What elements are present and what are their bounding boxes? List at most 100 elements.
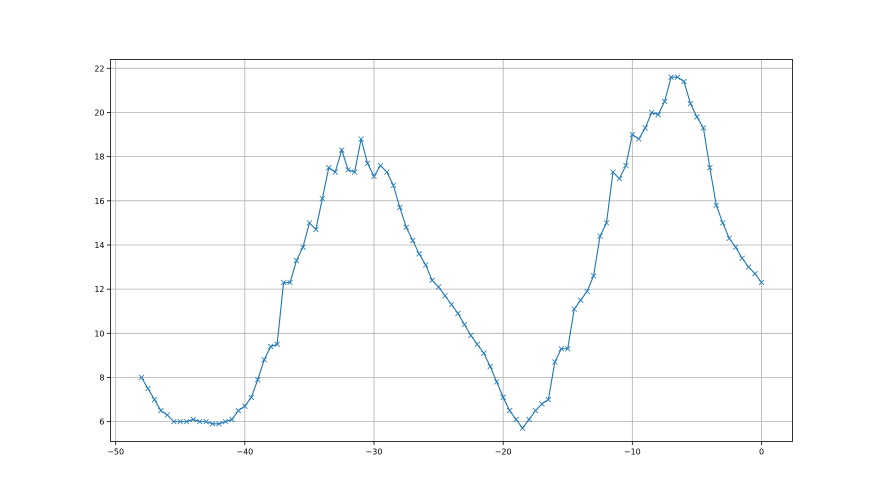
data-point-marker (577, 297, 584, 303)
data-point-marker (371, 173, 377, 180)
grid (110, 59, 793, 442)
data-point-marker (500, 394, 506, 401)
data-point-marker (681, 78, 687, 85)
data-point-marker (636, 136, 642, 142)
data-point-marker (183, 418, 190, 425)
data-point-marker (758, 279, 765, 286)
y-tick-label: 18 (94, 153, 104, 162)
data-point-marker (235, 407, 242, 414)
data-point-marker (571, 306, 577, 312)
data-point-marker (687, 100, 694, 107)
series-line (141, 76, 762, 430)
data-point-marker (719, 220, 726, 226)
data-point-marker (448, 301, 455, 308)
data-point-marker (171, 418, 177, 425)
data-point-marker (506, 407, 513, 414)
data-point-marker (474, 341, 481, 348)
data-point-marker (648, 109, 655, 116)
data-point-marker (332, 169, 339, 175)
data-point-marker (707, 164, 713, 171)
data-point-marker (623, 162, 629, 169)
y-tick-label: 16 (94, 197, 104, 206)
series (138, 74, 765, 432)
data-point-marker (151, 396, 158, 403)
data-point-marker (597, 233, 603, 239)
data-point-marker (564, 345, 571, 352)
x-tick-label: −30 (366, 448, 383, 457)
data-point-marker (203, 418, 209, 425)
data-point-marker (242, 403, 248, 409)
data-point-marker (190, 416, 196, 423)
data-point-marker (455, 310, 461, 317)
data-point-marker (351, 169, 358, 175)
data-point-marker (326, 164, 332, 171)
x-tick-label: −10 (624, 448, 641, 457)
data-point-marker (306, 220, 313, 226)
data-point-marker (345, 167, 351, 173)
data-point-marker (338, 147, 345, 153)
data-point-marker (377, 162, 384, 169)
plot-frame (110, 59, 793, 442)
data-point-marker (616, 175, 623, 182)
data-point-marker (261, 357, 267, 363)
data-point-marker (752, 270, 758, 277)
data-point-marker (603, 220, 610, 226)
data-point-marker (481, 350, 487, 356)
data-point-marker (229, 416, 235, 423)
data-point-marker (629, 131, 636, 138)
data-point-marker (280, 279, 287, 286)
data-point-marker (694, 114, 700, 120)
x-tick-label: −20 (495, 448, 512, 457)
data-point-marker (313, 226, 319, 233)
data-point-marker (739, 255, 745, 262)
data-point-marker (429, 277, 435, 284)
data-point-marker (293, 257, 300, 264)
data-point-marker (532, 407, 539, 414)
x-tick-label: −50 (107, 448, 124, 457)
data-point-marker (726, 235, 732, 242)
data-point-marker (416, 251, 422, 257)
x-tick-label: −40 (236, 448, 253, 457)
data-point-marker (422, 262, 429, 268)
data-point-marker (300, 244, 306, 250)
data-point-marker (590, 273, 597, 279)
data-point-marker (745, 264, 752, 270)
data-point-marker (248, 394, 255, 401)
data-point-marker (177, 418, 184, 425)
y-tick-label: 6 (99, 418, 104, 427)
data-point-marker (274, 341, 280, 348)
data-point-marker (409, 237, 416, 244)
data-point-marker (519, 425, 526, 432)
data-point-marker (461, 321, 468, 328)
data-point-marker (513, 416, 519, 423)
data-point-marker (390, 182, 397, 189)
data-point-marker (435, 284, 442, 290)
data-point-marker (364, 160, 371, 167)
data-point-marker (661, 98, 668, 105)
y-tick-label: 12 (94, 285, 104, 294)
data-point-marker (493, 379, 500, 385)
data-point-marker (222, 418, 229, 425)
data-point-marker (164, 412, 171, 418)
y-tick-label: 22 (94, 64, 104, 73)
data-point-marker (287, 279, 293, 286)
data-point-marker (700, 125, 707, 131)
ticks: −50 −40 −30 −20 −10 0 6 8 10 12 14 16 18 20 22 (94, 64, 764, 456)
data-point-marker (610, 169, 616, 175)
data-point-marker (254, 376, 261, 383)
data-point-marker (674, 74, 681, 80)
data-point-marker (403, 224, 410, 231)
y-tick-label: 20 (94, 108, 104, 117)
data-point-marker (138, 374, 145, 381)
data-point-marker (196, 418, 203, 425)
data-point-marker (668, 74, 674, 80)
data-point-marker (442, 292, 448, 299)
data-point-marker (468, 332, 474, 339)
data-point-marker (713, 202, 720, 209)
data-point-marker (526, 416, 532, 423)
data-point-marker (216, 421, 222, 427)
data-point-marker (158, 407, 164, 414)
data-point-marker (642, 125, 649, 131)
y-tick-label: 10 (94, 329, 104, 338)
